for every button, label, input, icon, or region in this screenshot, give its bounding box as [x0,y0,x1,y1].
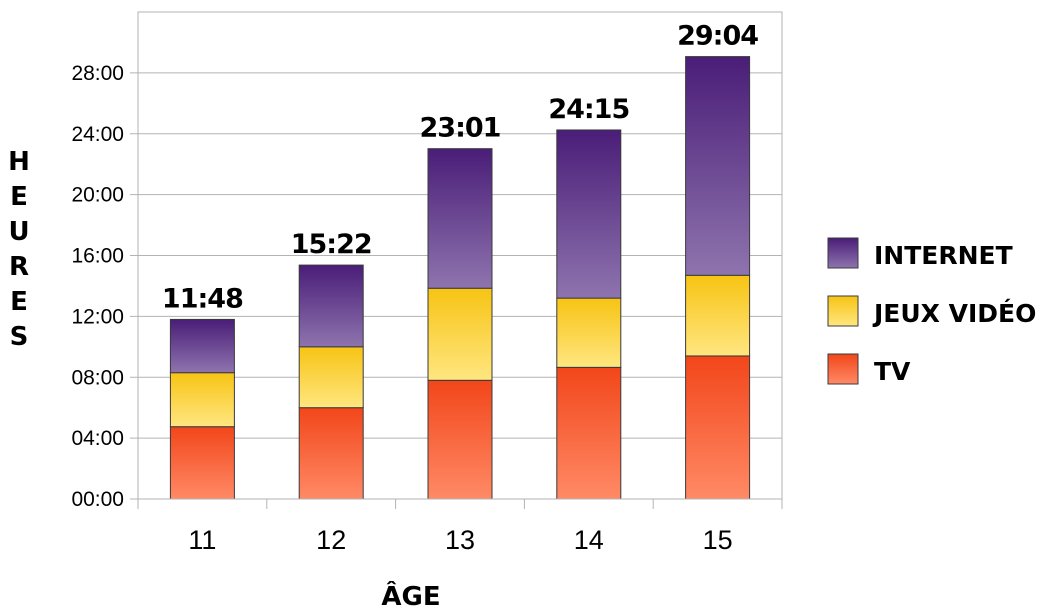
y-axis-title-letter: S [10,322,29,352]
x-tick-label: 11 [188,525,216,555]
y-tick-label: 08:00 [71,366,124,389]
y-axis-title-letter: E [10,182,28,212]
y-tick-label: 04:00 [71,427,124,450]
bar-jeux-vid-o-12 [298,346,364,409]
bar-tv-13 [427,379,493,500]
y-tick-labels: 00:00 04:00 08:00 12:00 16:00 20:00 24:00 28:00 [71,62,124,511]
bar-tv-14 [556,366,622,500]
y-tick-label: 24:00 [71,123,124,146]
bar-tv-15 [685,355,751,500]
total-labels: 11:48 15:22 23:01 24:15 29:04 [162,21,759,315]
legend-label: TV [874,357,911,386]
bars [169,56,751,500]
plot-frame [137,11,783,509]
x-axis-title: ÂGE [381,580,440,612]
total-label: 15:22 [291,229,372,260]
bar-jeux-vid-o-13 [427,287,493,381]
x-tick-label: 15 [703,525,733,555]
y-axis-title-letter: E [10,287,28,317]
x-tick-labels: 11 12 13 14 15 [188,525,732,555]
bar-tv-11 [169,426,235,500]
legend: INTERNET JEUX VIDÉO TV [827,237,1036,386]
bar-jeux-vid-o-14 [556,297,622,368]
x-tick-label: 12 [316,525,346,555]
total-label: 11:48 [162,283,243,314]
y-tick-label: 20:00 [71,184,124,207]
legend-swatch [827,295,859,327]
legend-label: INTERNET [874,241,1013,270]
y-axis-title-letter: H [8,147,30,177]
y-tick-label: 16:00 [71,245,124,268]
bar-jeux-vid-o-15 [685,274,751,357]
bar-internet-13 [427,148,493,289]
bar-internet-15 [685,56,751,276]
bar-internet-12 [298,264,364,348]
x-tick-label: 14 [574,525,604,555]
legend-label: JEUX VIDÉO [872,299,1036,328]
x-tick-label: 13 [445,525,475,555]
bar-tv-12 [298,407,364,500]
total-label: 29:04 [677,21,758,52]
y-tick-label: 12:00 [71,305,124,328]
y-axis-title-letter: R [9,252,29,282]
total-label: 24:15 [548,94,629,125]
y-tick-label: 28:00 [71,62,124,85]
bar-jeux-vid-o-11 [169,372,235,428]
legend-swatch [827,353,859,385]
y-axis-title-letter: U [8,217,29,247]
bar-internet-14 [556,129,622,299]
plot-border [137,11,783,500]
y-tick-label: 00:00 [71,488,124,511]
legend-swatch [827,237,859,269]
bar-internet-11 [169,318,235,374]
total-label: 23:01 [420,113,501,144]
